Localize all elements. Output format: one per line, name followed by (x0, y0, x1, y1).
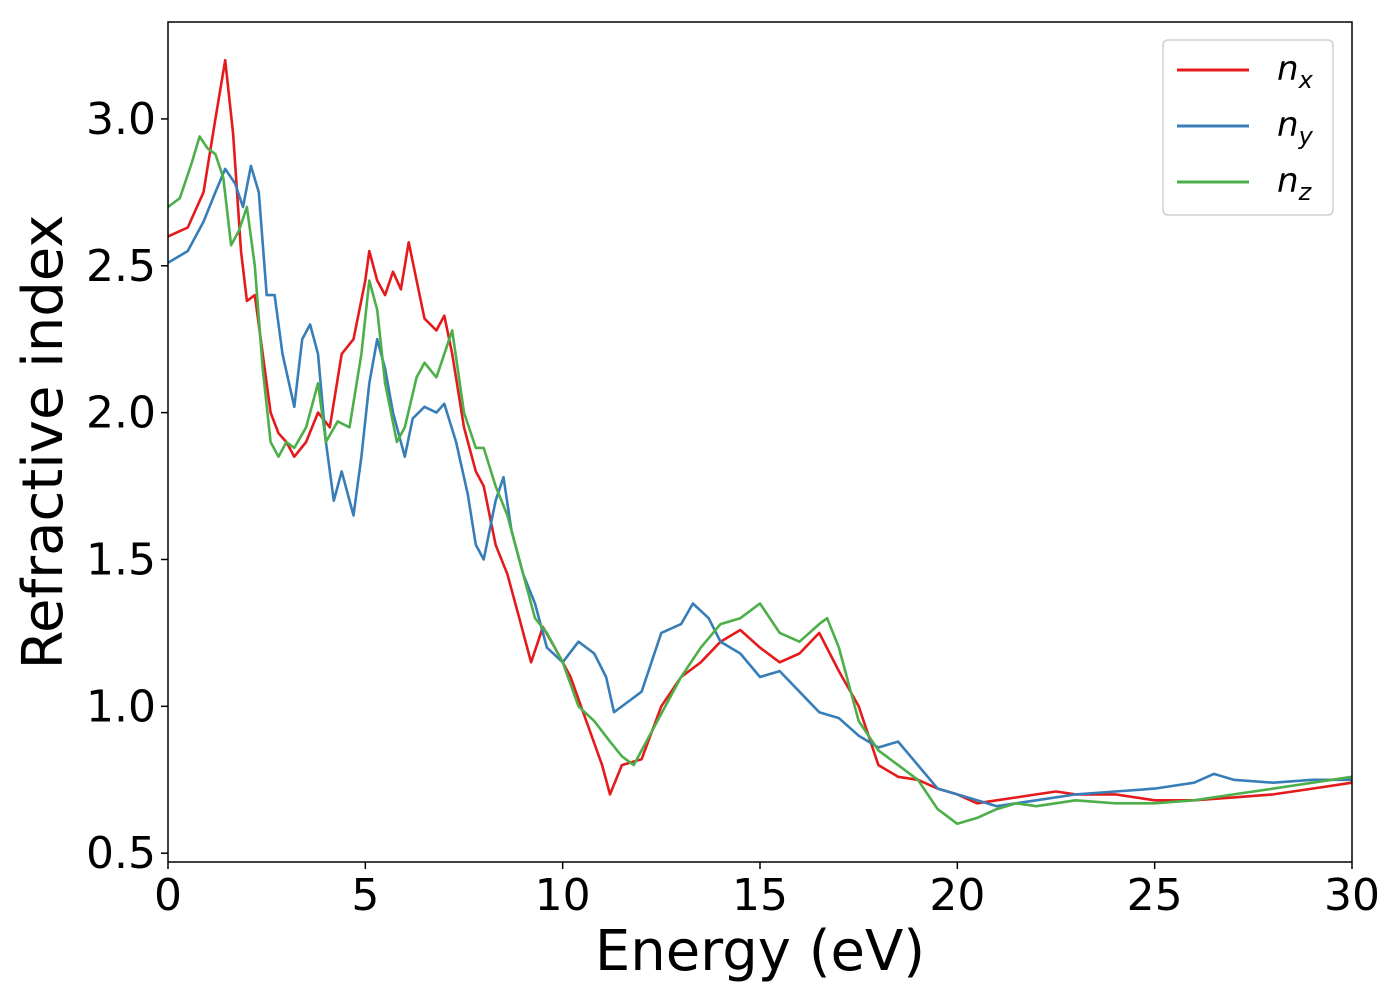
y-tick-label: 1.0 (86, 681, 156, 732)
series-line-ny (167, 164, 1352, 808)
y-tick-label: 2.0 (86, 388, 156, 439)
legend-label-ny: ny (1277, 105, 1314, 150)
series-line-nx (167, 58, 1353, 805)
y-tick-label: 2.5 (86, 241, 156, 292)
y-tick-label: 3.0 (86, 94, 156, 145)
x-tick-label: 30 (1324, 870, 1380, 921)
y-tick-label: 1.5 (86, 534, 156, 585)
x-tick-label: 25 (1127, 870, 1183, 921)
x-axis-label: Energy (eV) (595, 919, 925, 984)
legend-label-nz: nz (1277, 161, 1313, 206)
x-tick-label: 0 (154, 870, 182, 921)
x-tick-label: 15 (732, 870, 788, 921)
y-tick-label: 0.5 (86, 828, 156, 879)
y-axis-label: Refractive index (11, 215, 76, 670)
legend: nx ny nz (1162, 39, 1334, 216)
ticks-layer: 0 5 10 15 20 25 30 0.5 1.0 1.5 2.0 2.5 3.0 (86, 94, 1380, 921)
series-line-nz (167, 135, 1353, 826)
x-tick-label: 20 (929, 870, 985, 921)
x-tick-label: 5 (351, 870, 379, 921)
x-tick-label: 10 (535, 870, 591, 921)
legend-label-nx: nx (1277, 49, 1314, 94)
series-layer (167, 58, 1353, 826)
